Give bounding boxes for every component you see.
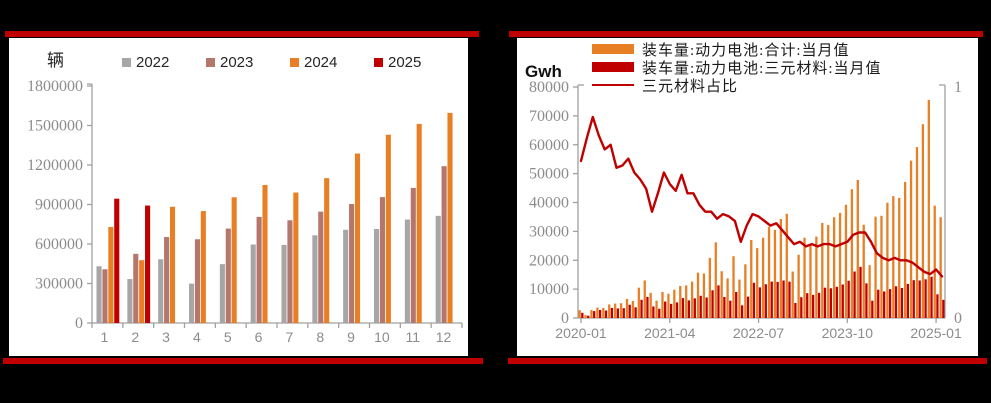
left-panel-bottom-border: [3, 358, 483, 364]
right-panel-bottom-border: [508, 358, 987, 364]
right-chart-unit-label: Gwh: [525, 62, 562, 81]
legend-2023-swatch-icon: [206, 58, 215, 67]
svg-text:2022-07: 2022-07: [733, 325, 785, 341]
svg-text:1: 1: [101, 329, 109, 345]
right-combo-chart: 0 10000 20000 30000 40000 50000 60000 70000 8000…: [529, 79, 962, 341]
svg-text:60000: 60000: [529, 137, 569, 154]
svg-text:12: 12: [436, 329, 452, 345]
svg-text:80000: 80000: [529, 79, 569, 96]
legend-total-swatch-icon: [592, 44, 634, 54]
legend-2024-swatch-icon: [290, 58, 299, 67]
legend-2022-swatch-icon: [122, 58, 131, 67]
svg-text:0: 0: [954, 310, 962, 327]
svg-text:10000: 10000: [529, 281, 569, 298]
left-bar-chart: 0 300000 600000 900000 1200000 1500000 1800000…: [27, 78, 463, 345]
svg-text:2020-01: 2020-01: [555, 325, 607, 341]
svg-text:8: 8: [316, 329, 324, 345]
legend-2025-swatch-icon: [374, 58, 383, 67]
svg-text:0: 0: [561, 310, 569, 327]
legend-2024-label: 2024: [304, 54, 338, 71]
svg-text:1500000: 1500000: [27, 118, 83, 135]
svg-text:2025-01: 2025-01: [910, 325, 962, 341]
legend-ternary-label: 装车量:动力电池:三元材料:当月值: [642, 60, 882, 77]
svg-text:7: 7: [286, 329, 294, 345]
left-chart-unit-label: 辆: [47, 51, 64, 70]
right-panel-top-border: [509, 31, 983, 37]
svg-text:10: 10: [374, 329, 390, 345]
svg-text:30000: 30000: [529, 223, 569, 240]
legend-2023-label: 2023: [220, 54, 254, 71]
svg-text:1800000: 1800000: [27, 78, 83, 95]
legend-item-ratio: 三元材料占比: [592, 76, 882, 95]
svg-text:9: 9: [347, 329, 355, 345]
svg-text:2021-04: 2021-04: [644, 325, 696, 341]
svg-text:1200000: 1200000: [27, 157, 83, 174]
right-chart-panel: Gwh 装车量:动力电池:合计:当月值 装车量:动力电池:三元材料:当月值 三元…: [517, 38, 978, 356]
legend-item-2025: 2025: [374, 54, 421, 71]
legend-2025-label: 2025: [388, 54, 422, 71]
left-panel-top-border: [5, 31, 479, 37]
svg-text:0: 0: [75, 315, 83, 332]
svg-text:2: 2: [131, 329, 139, 345]
svg-text:50000: 50000: [529, 166, 569, 183]
svg-text:600000: 600000: [35, 236, 83, 253]
svg-text:4: 4: [193, 329, 201, 345]
svg-text:11: 11: [405, 329, 420, 345]
svg-text:3: 3: [162, 329, 170, 345]
left-chart-panel: 辆 2022 2023 2024 2025 0 300000 600000 90000…: [9, 38, 468, 356]
legend-2022-label: 2022: [136, 54, 170, 71]
svg-text:2023-10: 2023-10: [822, 325, 874, 341]
legend-ratio-label: 三元材料占比: [642, 78, 739, 95]
svg-text:6: 6: [255, 329, 263, 345]
legend-ratio-line-swatch-icon: [592, 83, 634, 87]
svg-text:5: 5: [224, 329, 232, 345]
svg-text:40000: 40000: [529, 195, 569, 212]
legend-item-total: 装车量:动力电池:合计:当月值: [592, 40, 882, 59]
legend-ternary-swatch-icon: [592, 62, 634, 72]
legend-item-2022: 2022: [122, 54, 169, 71]
legend-item-2023: 2023: [206, 54, 253, 71]
left-chart-legend: 2022 2023 2024 2025: [9, 54, 468, 72]
svg-text:1: 1: [954, 79, 962, 96]
legend-total-label: 装车量:动力电池:合计:当月值: [642, 42, 850, 59]
right-chart-legend: 装车量:动力电池:合计:当月值 装车量:动力电池:三元材料:当月值 三元材料占比: [592, 40, 882, 95]
svg-text:300000: 300000: [35, 276, 83, 293]
svg-text:70000: 70000: [529, 108, 569, 125]
svg-text:900000: 900000: [35, 197, 83, 214]
legend-item-ternary: 装车量:动力电池:三元材料:当月值: [592, 58, 882, 77]
legend-item-2024: 2024: [290, 54, 337, 71]
svg-text:20000: 20000: [529, 252, 569, 269]
